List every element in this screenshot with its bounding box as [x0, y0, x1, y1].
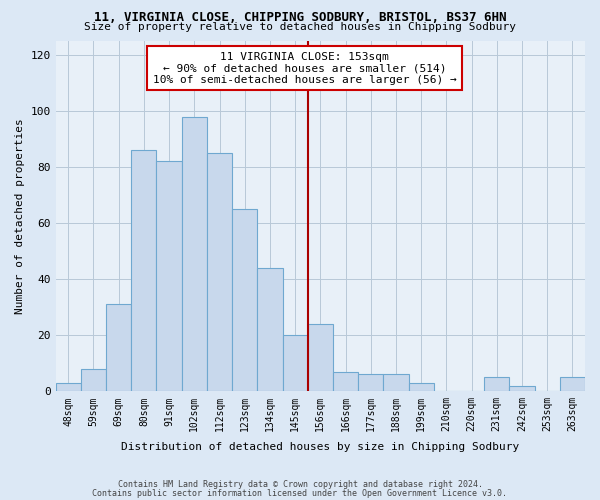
Bar — [333, 372, 358, 392]
Bar — [560, 378, 585, 392]
Text: 11, VIRGINIA CLOSE, CHIPPING SODBURY, BRISTOL, BS37 6HN: 11, VIRGINIA CLOSE, CHIPPING SODBURY, BR… — [94, 11, 506, 24]
Bar — [182, 116, 207, 392]
Bar — [383, 374, 409, 392]
Text: Size of property relative to detached houses in Chipping Sodbury: Size of property relative to detached ho… — [84, 22, 516, 32]
Bar — [56, 383, 81, 392]
Bar — [106, 304, 131, 392]
Bar — [232, 209, 257, 392]
Bar — [157, 162, 182, 392]
Bar — [484, 378, 509, 392]
Text: Contains HM Land Registry data © Crown copyright and database right 2024.: Contains HM Land Registry data © Crown c… — [118, 480, 482, 489]
Bar — [257, 268, 283, 392]
Bar — [509, 386, 535, 392]
Bar — [131, 150, 157, 392]
Bar — [81, 369, 106, 392]
Bar — [358, 374, 383, 392]
Y-axis label: Number of detached properties: Number of detached properties — [15, 118, 25, 314]
Text: 11 VIRGINIA CLOSE: 153sqm
← 90% of detached houses are smaller (514)
10% of semi: 11 VIRGINIA CLOSE: 153sqm ← 90% of detac… — [152, 52, 457, 84]
Bar — [283, 335, 308, 392]
Bar — [409, 383, 434, 392]
Bar — [207, 153, 232, 392]
Text: Contains public sector information licensed under the Open Government Licence v3: Contains public sector information licen… — [92, 488, 508, 498]
Bar — [308, 324, 333, 392]
X-axis label: Distribution of detached houses by size in Chipping Sodbury: Distribution of detached houses by size … — [121, 442, 520, 452]
